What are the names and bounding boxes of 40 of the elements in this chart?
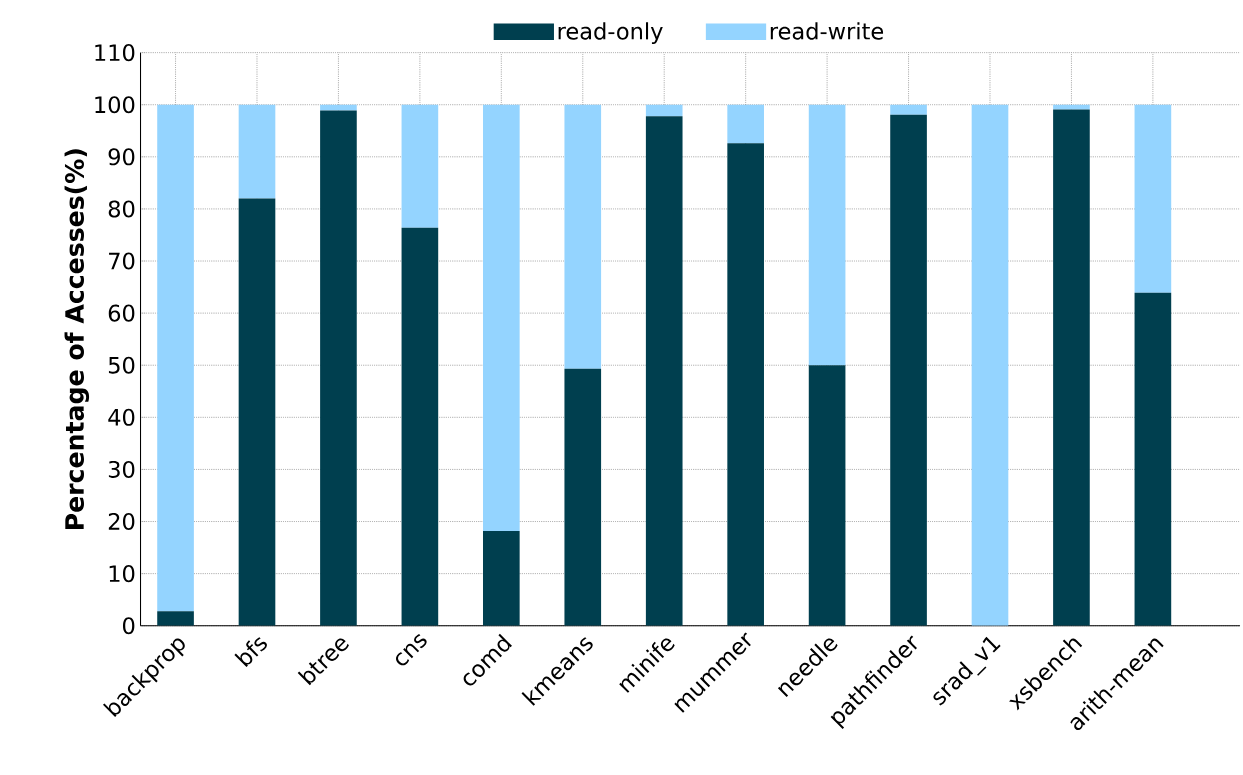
y-tick-label: 0 (123, 617, 135, 635)
bar (564, 104, 602, 370)
bar (1134, 104, 1172, 293)
y-axis-title: Percentage of Accesses(%) (64, 149, 90, 530)
bar (564, 369, 602, 626)
bar (645, 104, 683, 117)
bar (971, 104, 1009, 626)
bar (401, 227, 439, 626)
y-tick-label: 70 (109, 252, 135, 270)
y-tick-label: 10 (109, 565, 135, 583)
y-tick-label: 30 (108, 461, 135, 479)
bar (157, 104, 194, 612)
bar (157, 611, 194, 626)
y-tick-label: 80 (108, 200, 135, 218)
x-tick-label: cns (396, 634, 427, 666)
y-tick-label: 90 (108, 148, 135, 166)
bar (238, 198, 276, 626)
bar (238, 104, 276, 199)
bar (727, 143, 764, 626)
bar (890, 104, 927, 115)
bar (890, 114, 927, 626)
y-tick-label: 20 (108, 513, 135, 531)
bar (727, 104, 764, 144)
y-tick-label: 60 (108, 304, 135, 322)
bar (1053, 109, 1090, 626)
x-tick-label: bfs (234, 637, 267, 668)
bar (808, 365, 846, 626)
bar (483, 104, 520, 532)
bar (645, 116, 683, 626)
legend-label: read-only (558, 22, 663, 45)
y-tick-label: 40 (108, 408, 135, 426)
y-tick-label: 110 (95, 44, 135, 62)
bar (1134, 292, 1172, 626)
y-tick-label: 50 (108, 356, 135, 374)
bar (483, 531, 520, 626)
bar (320, 110, 357, 626)
legend-label: read-write (770, 22, 884, 40)
bar (808, 104, 846, 366)
y-tick-label: 100 (95, 96, 135, 114)
bar (401, 104, 439, 228)
